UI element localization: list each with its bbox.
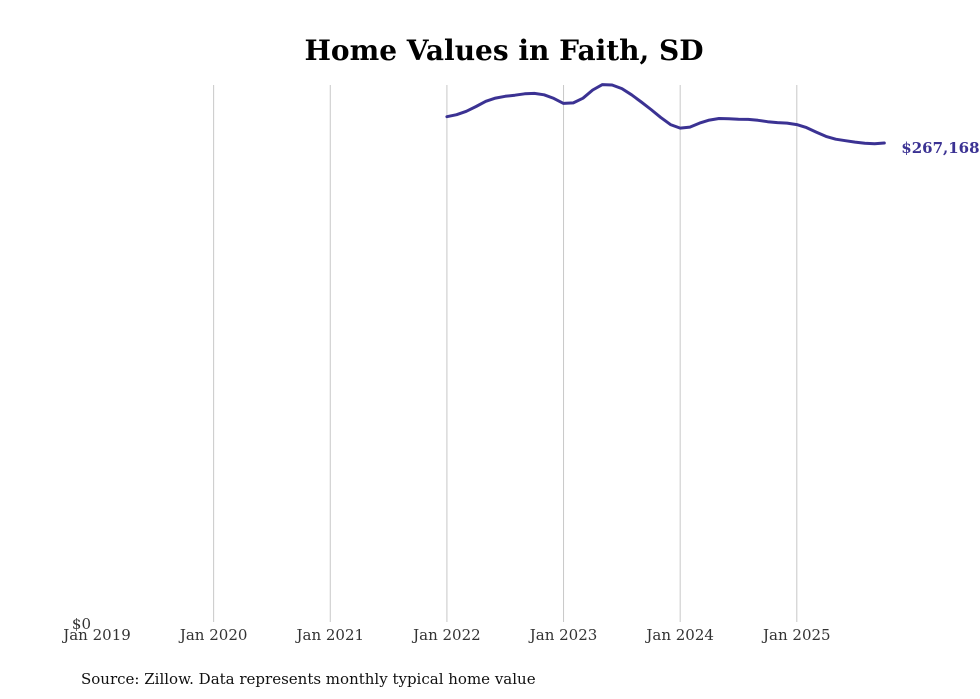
series-group: $267,168 bbox=[445, 83, 980, 157]
x-tick-label: Jan 2021 bbox=[294, 626, 364, 644]
x-tick-label: Jan 2019 bbox=[61, 626, 131, 644]
x-tick-label: Jan 2020 bbox=[178, 626, 248, 644]
series-line bbox=[445, 83, 886, 146]
x-tick-label: Jan 2024 bbox=[644, 626, 714, 644]
x-axis-tick-labels: Jan 2019 Jan 2020 Jan 2021 Jan 2022 Jan 2023… bbox=[61, 626, 830, 644]
y-tick-label: $0 bbox=[72, 615, 91, 633]
x-tick-label: Jan 2025 bbox=[761, 626, 831, 644]
x-tick-label: Jan 2023 bbox=[528, 626, 598, 644]
chart-title: Home Values in Faith, SD bbox=[304, 34, 703, 67]
y-axis-tick-labels: $0 bbox=[72, 615, 91, 633]
x-tick-label: Jan 2022 bbox=[411, 626, 481, 644]
source-note: Source: Zillow. Data represents monthly … bbox=[81, 670, 536, 688]
gridlines bbox=[213, 85, 798, 622]
end-value-label: $267,168 bbox=[901, 139, 979, 157]
